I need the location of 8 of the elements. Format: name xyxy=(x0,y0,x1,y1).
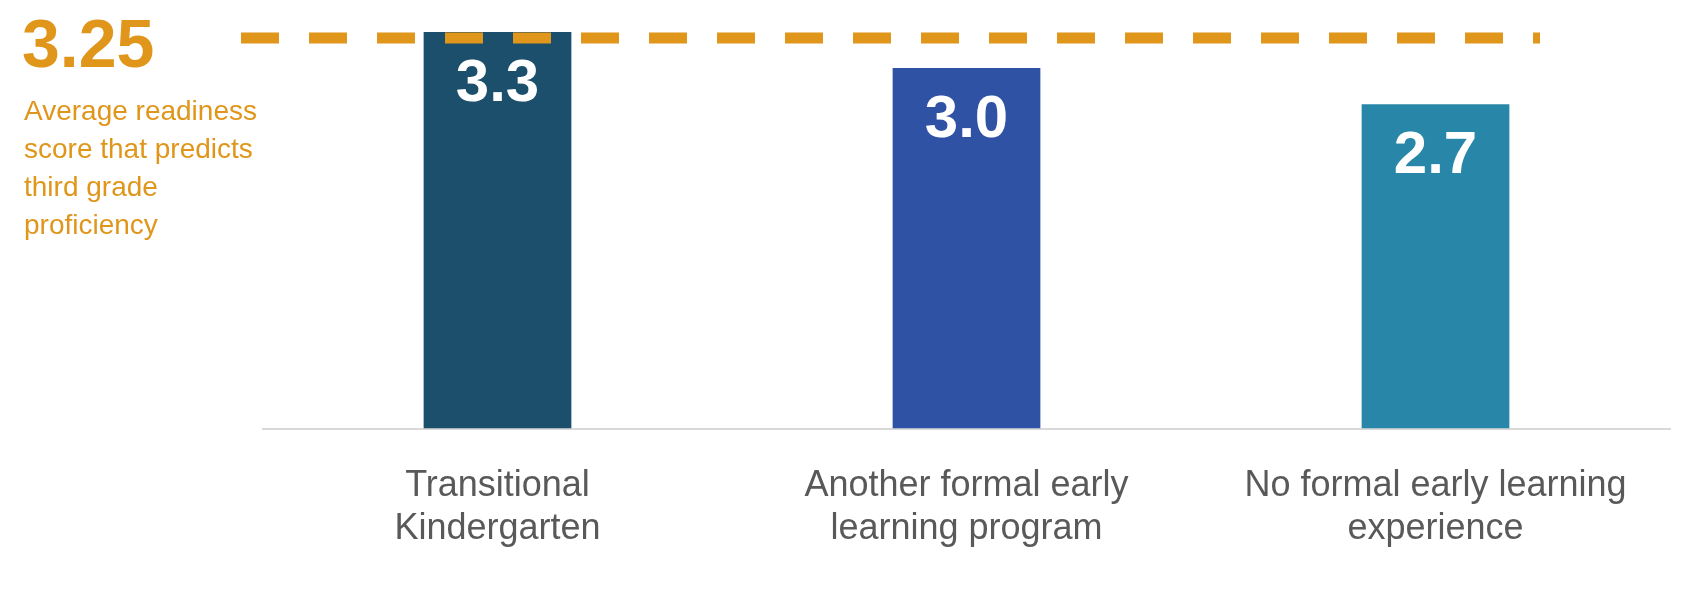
ref-line-label: 3.25 xyxy=(22,4,155,81)
x-tick-label: Transitional Kindergarten xyxy=(394,463,601,548)
x-tick-label: No formal early learning experience xyxy=(1244,463,1627,548)
data-label: 3.3 xyxy=(455,46,540,114)
data-label: 3.0 xyxy=(924,82,1009,150)
data-label: 2.7 xyxy=(1393,118,1478,186)
annotation: Average readiness score that predicts third grade proficiency xyxy=(24,94,257,240)
x-tick-label: Another formal early learning program xyxy=(804,463,1129,548)
